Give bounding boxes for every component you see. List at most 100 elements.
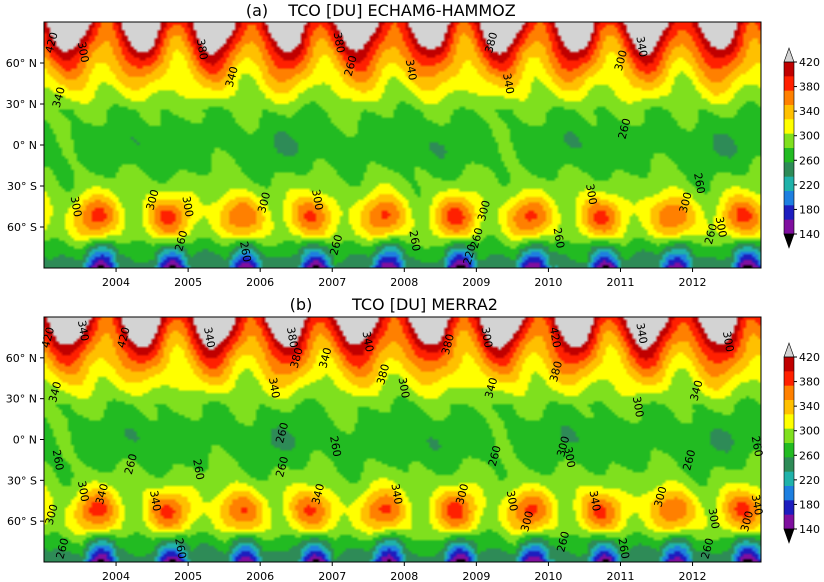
colorbar-tick-label: 140: [799, 523, 820, 536]
contour-label: 300: [738, 510, 756, 534]
colorbar-segment: [784, 357, 794, 372]
contour-label: 340: [360, 330, 376, 353]
colorbar-segment: [784, 90, 794, 106]
colorbar-max-arrow: [783, 342, 795, 358]
contour-label: 380: [331, 31, 347, 54]
contour-label: 340: [93, 482, 111, 506]
contour-label: 340: [223, 65, 241, 89]
colorbar-frame: [783, 61, 795, 235]
contour-label: 260: [680, 448, 698, 472]
contour-label: 300: [705, 507, 721, 530]
y-tick-label: 30° N: [6, 393, 37, 406]
colorbar-segment: [784, 62, 794, 77]
colorbar-segment: [784, 176, 794, 192]
contour-label: 260: [468, 226, 486, 250]
contour-label: 340: [633, 322, 649, 345]
colorbar-max-arrow: [783, 47, 795, 63]
contour-label: 420: [547, 326, 563, 349]
x-tick-label: 2009: [462, 276, 490, 289]
contour-label: 340: [316, 346, 334, 370]
contour-label: 260: [327, 435, 343, 458]
x-tick-label: 2007: [318, 276, 346, 289]
contour-label: 260: [691, 172, 707, 195]
contour-label: 300: [504, 489, 520, 512]
x-tick-label: 2004: [102, 570, 130, 582]
colorbar-min-arrow: [783, 528, 795, 544]
contour-label: 380: [439, 333, 457, 357]
y-tick-label: 30° S: [7, 474, 37, 487]
contour-label: 300: [561, 446, 577, 469]
colorbar-segment: [784, 371, 794, 387]
contour-label: 340: [482, 376, 500, 400]
contour-label: 340: [500, 72, 516, 95]
contour-label: 340: [266, 376, 282, 399]
contour-label: 300: [75, 480, 91, 503]
panel-b-y-axis: 60° N 30° N 0° N 30° S 60° S: [6, 352, 44, 528]
y-tick-label: 60° S: [7, 515, 37, 528]
panel-b-field: [44, 317, 761, 562]
x-tick-label: 2006: [246, 276, 274, 289]
contour-label: 340: [147, 489, 163, 512]
colorbar-tick-label: 380: [799, 81, 820, 94]
contour-label: 260: [190, 458, 206, 481]
contour-label: 300: [144, 188, 162, 212]
y-tick-label: 0° N: [13, 434, 37, 447]
colorbar-segment: [784, 471, 794, 487]
contour-label: 260: [554, 530, 572, 554]
contour-label: 260: [273, 421, 291, 445]
x-tick-label: 2011: [606, 570, 634, 582]
contour-label: 300: [309, 188, 325, 211]
contour-label: 300: [713, 216, 729, 239]
colorbar-tick-label: 340: [799, 400, 820, 413]
colorbar-tick-label: 180: [799, 203, 820, 216]
x-tick-label: 2009: [462, 570, 490, 582]
contour-label: 260: [172, 229, 190, 253]
contour-label: 380: [194, 38, 210, 61]
contour-label: 300: [43, 503, 61, 527]
contour-label: 300: [720, 330, 736, 353]
y-tick-label: 60° N: [6, 352, 37, 365]
x-tick-label: 2008: [390, 276, 418, 289]
colorbar-segment: [784, 385, 794, 401]
x-tick-label: 2005: [174, 276, 202, 289]
colorbar-segment: [784, 119, 794, 135]
contour-label: 300: [677, 191, 695, 215]
colorbar-segment: [784, 400, 794, 415]
colorbar-tick-label: 340: [799, 105, 820, 118]
colorbar-tick-label: 260: [799, 449, 820, 462]
colorbar-tick-label: 420: [799, 351, 820, 364]
colorbar-segment: [784, 162, 794, 178]
contour-label: 260: [273, 455, 291, 479]
colorbar-tick-label: 300: [799, 130, 820, 143]
x-tick-label: 2004: [102, 276, 130, 289]
colorbar-segment: [784, 205, 794, 221]
panel-b-colorbar: 140 180 220 260 300 340 380 420: [783, 342, 820, 544]
contour-label: 260: [406, 229, 422, 252]
contour-label: 340: [587, 489, 603, 512]
contour-label: 380: [374, 363, 392, 387]
contour-label: 220: [461, 243, 479, 267]
colorbar-min-arrow: [783, 233, 795, 249]
contour-label: 260: [50, 449, 66, 472]
x-tick-label: 2007: [318, 570, 346, 582]
panel-a-y-axis: 60° N 30° N 0° N 30° S 60° S: [6, 57, 44, 234]
panel-a: (a) TCO [DU] ECHAM6-HAMMOZ 420 3003403803…: [6, 1, 820, 289]
colorbar-tick-label: 380: [799, 376, 820, 389]
contour-label: 260: [702, 222, 720, 246]
y-tick-label: 30° S: [7, 180, 37, 193]
panel-a-colorbar: 140 180 220 260 300 340 380 420: [783, 47, 820, 249]
x-tick-label: 2011: [606, 276, 634, 289]
contour-label: 340: [688, 379, 706, 403]
contour-label: 260: [550, 227, 566, 250]
contour-label: 420: [115, 326, 133, 350]
colorbar-segment: [784, 148, 794, 163]
colorbar-tick-label: 300: [799, 425, 820, 438]
contour-label: 300: [478, 326, 494, 349]
contour-label: 300: [652, 485, 670, 509]
contour-label: 260: [327, 233, 345, 257]
contour-label: 300: [453, 482, 471, 506]
contour-label: 300: [396, 376, 412, 399]
colorbar-tick-label: 420: [799, 56, 820, 69]
colorbar-segment: [784, 500, 794, 516]
